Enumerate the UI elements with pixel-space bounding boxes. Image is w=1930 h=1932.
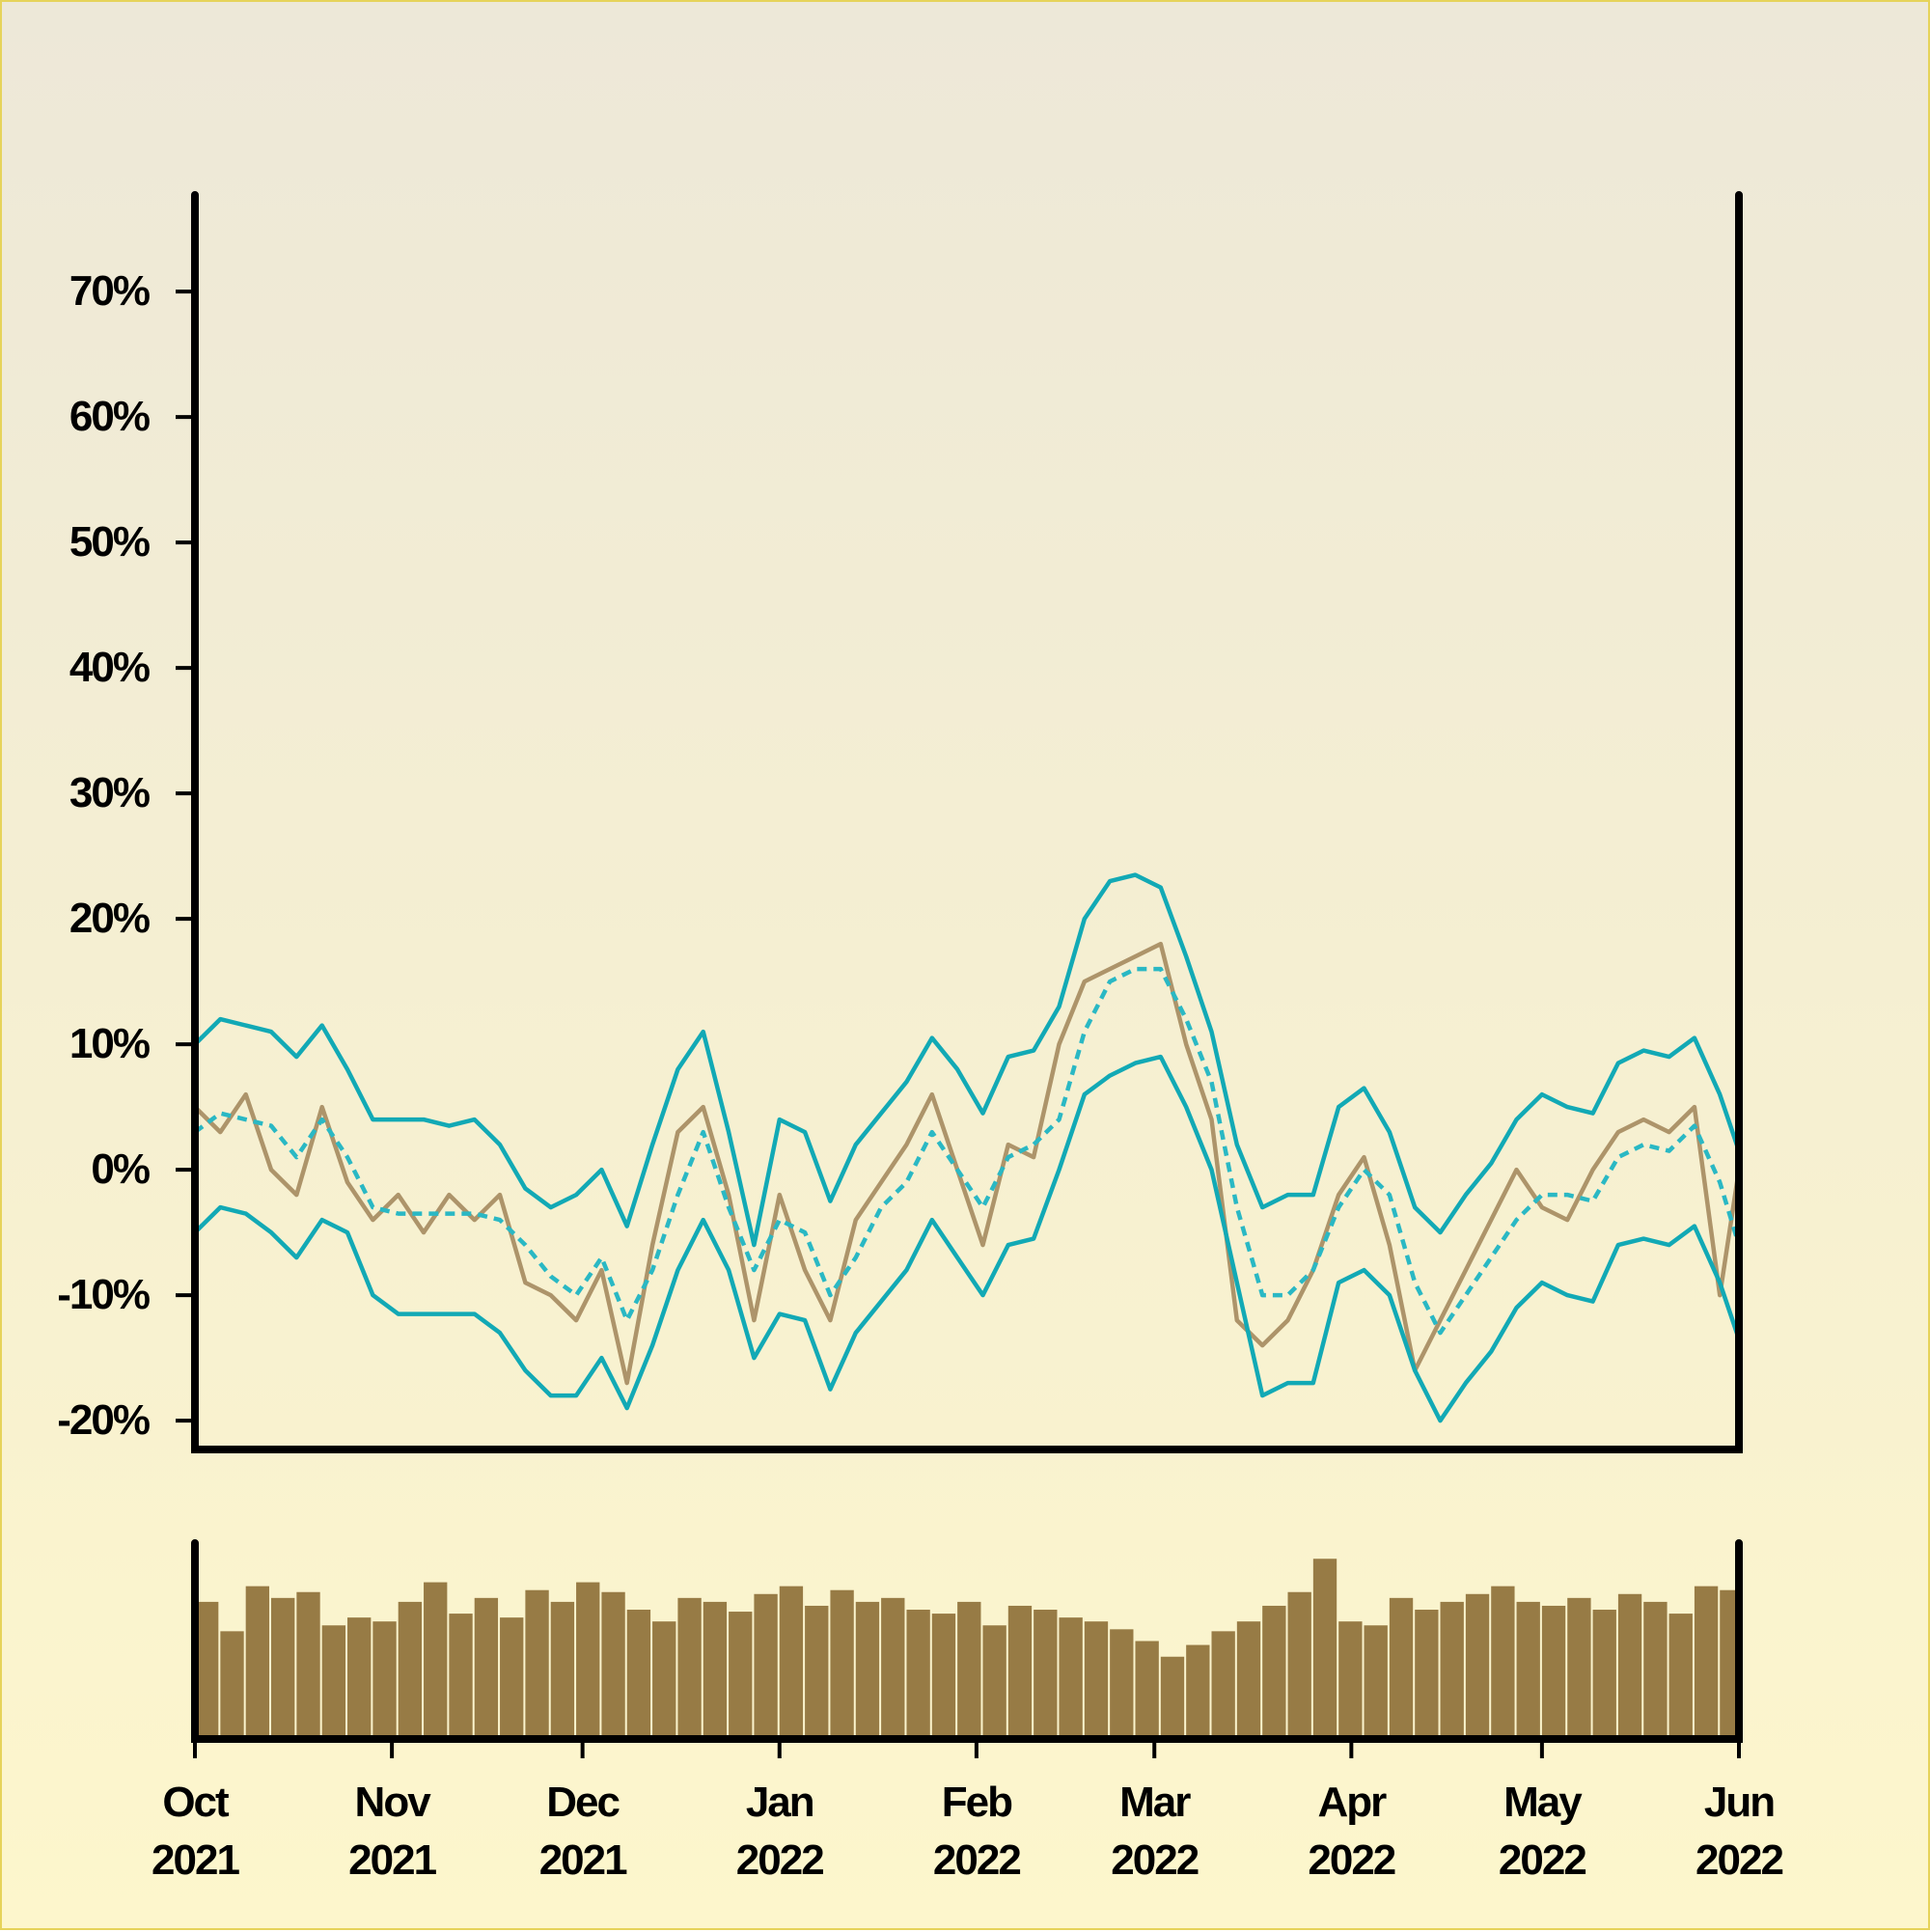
- volume-bar: [626, 1610, 651, 1739]
- volume-bar: [1338, 1621, 1363, 1739]
- volume-bar: [1643, 1601, 1668, 1739]
- volume-bar: [321, 1625, 346, 1739]
- y-tick-label: -10%: [57, 1271, 151, 1319]
- y-tick-label: 60%: [69, 393, 151, 441]
- volume-bar: [576, 1582, 600, 1739]
- volume-bar: [703, 1601, 728, 1739]
- y-tick-label: 10%: [69, 1020, 151, 1068]
- volume-bar: [296, 1591, 320, 1739]
- volume-bar: [1262, 1605, 1286, 1739]
- volume-bar: [1541, 1605, 1566, 1739]
- volume-bar: [1567, 1597, 1591, 1739]
- x-tick-label: Mar 2022: [1111, 1779, 1199, 1884]
- y-tick-label: -20%: [57, 1396, 151, 1445]
- axis-frame: [191, 191, 1743, 1453]
- volume-bar: [1059, 1617, 1083, 1739]
- volume-bar: [398, 1601, 423, 1739]
- volume-bar: [1034, 1610, 1058, 1739]
- volume-bar: [830, 1589, 854, 1739]
- volume-bar: [1516, 1601, 1540, 1739]
- x-tick-label: Jan 2022: [735, 1779, 825, 1884]
- volume-bar: [652, 1621, 676, 1739]
- volume-bar: [525, 1589, 549, 1739]
- band-line: [193, 966, 1742, 1336]
- volume-bar: [1160, 1656, 1185, 1739]
- volume-bar: [1389, 1597, 1414, 1739]
- x-tick-label: Nov 2021: [348, 1779, 437, 1884]
- volume-bar: [957, 1601, 981, 1739]
- volume-bar: [424, 1582, 448, 1739]
- volume-bar: [931, 1614, 956, 1739]
- volume-bar: [1617, 1593, 1642, 1739]
- volume-bar: [1007, 1605, 1033, 1739]
- volume-bar: [1211, 1631, 1235, 1739]
- volume-bar: [1110, 1629, 1134, 1739]
- volume-bar: [1465, 1593, 1490, 1739]
- volume-bar: [195, 1601, 219, 1739]
- y-tick-label: 30%: [69, 769, 151, 817]
- volume-bar: [271, 1597, 295, 1739]
- volume-bar: [1720, 1589, 1737, 1739]
- axis-frame: [191, 1539, 1743, 1743]
- x-tick-label: Dec 2021: [538, 1779, 628, 1884]
- y-tick-label: 0%: [91, 1145, 151, 1194]
- x-tick-label: Feb 2022: [932, 1779, 1022, 1884]
- volume-bar: [1668, 1614, 1693, 1739]
- y-tick-label: 70%: [69, 267, 151, 316]
- volume-bar: [372, 1621, 397, 1739]
- volume-bar: [1415, 1610, 1439, 1739]
- volume-bar: [881, 1597, 905, 1739]
- y-tick-label: 20%: [69, 895, 151, 943]
- volume-bar: [1592, 1610, 1616, 1739]
- volume-bar: [906, 1610, 930, 1739]
- volume-bar: [245, 1586, 270, 1739]
- volume-bar: [550, 1601, 575, 1739]
- volume-bar: [982, 1625, 1006, 1739]
- volume-bar: [500, 1617, 524, 1739]
- volume-bar: [1312, 1559, 1337, 1739]
- volume-bar: [1186, 1644, 1210, 1739]
- volume-bar: [754, 1593, 778, 1739]
- volume-bar: [474, 1597, 499, 1739]
- band-line: [193, 872, 1742, 1248]
- x-tick-label: Apr 2022: [1308, 1779, 1396, 1884]
- x-tick-label: May 2022: [1498, 1779, 1587, 1884]
- volume-bar: [601, 1591, 625, 1739]
- y-tick-label: 50%: [69, 518, 151, 566]
- volume-bar: [1440, 1601, 1464, 1739]
- volume-bar: [1236, 1621, 1261, 1739]
- volume-bar: [779, 1586, 804, 1739]
- volume-bar: [220, 1631, 244, 1739]
- volume-bar: [1287, 1591, 1311, 1739]
- x-tick-label: Oct 2021: [152, 1779, 240, 1884]
- y-tick-label: 40%: [69, 644, 151, 692]
- volume-bar: [805, 1605, 829, 1739]
- volume-bar: [347, 1617, 372, 1739]
- volume-bar: [1084, 1621, 1109, 1739]
- volume-bar: [677, 1597, 702, 1739]
- volume-bar: [1364, 1625, 1388, 1739]
- band-line: [193, 1054, 1742, 1423]
- volume-bar: [855, 1601, 880, 1739]
- volume-bar: [1491, 1586, 1515, 1739]
- volume-bar: [1135, 1641, 1159, 1739]
- price-line: [193, 941, 1742, 1386]
- volume-bar: [729, 1612, 753, 1739]
- x-tick-label: Jun 2022: [1696, 1779, 1784, 1884]
- volume-bar: [449, 1614, 473, 1739]
- volume-bar: [1694, 1586, 1719, 1739]
